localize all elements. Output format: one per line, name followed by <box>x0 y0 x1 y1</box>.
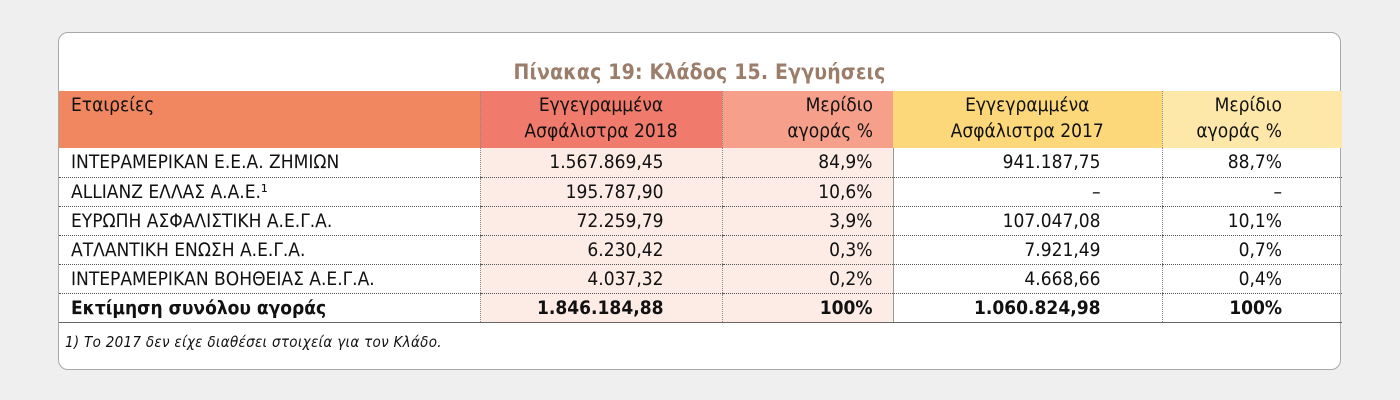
premiums-2018: 1.567.869,45 <box>479 148 722 178</box>
header-row: Εταιρείες Εγγεγραμμένα Ασφάλιστρα 2018 Με… <box>59 91 1342 148</box>
header-premiums-2017: Εγγεγραμμένα Ασφάλιστρα 2017 <box>893 91 1162 148</box>
premiums-2017: 941.187,75 <box>892 148 1162 178</box>
premiums-2017: – <box>892 177 1162 207</box>
premiums-2018: 6.230,42 <box>479 235 722 265</box>
total-premiums-2017: 1.060.824,98 <box>892 293 1162 323</box>
table-row: ΙΝΤΕΡΑΜΕΡΙΚΑΝ ΒΟΗΘΕΙΑΣ Α.Ε.Γ.Α. 4.037,32… <box>59 264 1342 294</box>
header-share-2018: Μερίδιο αγοράς % <box>721 91 893 148</box>
premiums-2018: 72.259,79 <box>479 206 722 236</box>
share-2017: 0,4% <box>1161 264 1342 294</box>
share-2018: 0,3% <box>721 235 893 265</box>
share-2017: 88,7% <box>1161 148 1342 178</box>
table-row: ΕΥΡΩΠΗ ΑΣΦΑΛΙΣΤΙΚΗ Α.Ε.Γ.Α. 72.259,79 3,… <box>59 206 1342 236</box>
total-share-2017: 100% <box>1161 293 1342 323</box>
company-name: ALLIANZ ΕΛΛΑΣ Α.Α.Ε.¹ <box>59 177 480 207</box>
share-2018: 0,2% <box>721 264 893 294</box>
footnote: 1) Το 2017 δεν είχε διαθέσει στοιχεία γι… <box>65 333 442 351</box>
premiums-2017: 7.921,49 <box>892 235 1162 265</box>
company-name: ΕΥΡΩΠΗ ΑΣΦΑΛΙΣΤΙΚΗ Α.Ε.Γ.Α. <box>59 206 480 236</box>
share-2018: 10,6% <box>721 177 893 207</box>
premiums-2018: 4.037,32 <box>479 264 722 294</box>
total-label: Εκτίμηση συνόλου αγοράς <box>59 293 480 323</box>
share-2018: 84,9% <box>721 148 893 178</box>
share-2017: 10,1% <box>1161 206 1342 236</box>
company-name: ΙΝΤΕΡΑΜΕΡΙΚΑΝ Ε.Ε.Α. ΖΗΜΙΩΝ <box>59 148 480 178</box>
table-title: Πίνακας 19: Κλάδος 15. Εγγυήσεις <box>513 60 886 84</box>
total-premiums-2018: 1.846.184,88 <box>479 293 722 323</box>
header-company: Εταιρείες <box>59 91 480 148</box>
share-2018: 3,9% <box>721 206 893 236</box>
share-2017: – <box>1161 177 1342 207</box>
premiums-2017: 4.668,66 <box>892 264 1162 294</box>
premiums-2017: 107.047,08 <box>892 206 1162 236</box>
table-card: Πίνακας 19: Κλάδος 15. Εγγυήσεις Εταιρεί… <box>58 32 1342 370</box>
table-row: ΑΤΛΑΝΤΙΚΗ ΕΝΩΣΗ Α.Ε.Γ.Α. 6.230,42 0,3% 7… <box>59 235 1342 265</box>
company-name: ΑΤΛΑΝΤΙΚΗ ΕΝΩΣΗ Α.Ε.Γ.Α. <box>59 235 480 265</box>
table-row: ΙΝΤΕΡΑΜΕΡΙΚΑΝ Ε.Ε.Α. ΖΗΜΙΩΝ 1.567.869,45… <box>59 148 1342 178</box>
company-name: ΙΝΤΕΡΑΜΕΡΙΚΑΝ ΒΟΗΘΕΙΑΣ Α.Ε.Γ.Α. <box>59 264 480 294</box>
header-premiums-2018: Εγγεγραμμένα Ασφάλιστρα 2018 <box>479 91 722 148</box>
total-row: Εκτίμηση συνόλου αγοράς 1.846.184,88 100… <box>59 293 1342 323</box>
premiums-2018: 195.787,90 <box>479 177 722 207</box>
share-2017: 0,7% <box>1161 235 1342 265</box>
total-share-2018: 100% <box>721 293 893 323</box>
header-share-2017: Μερίδιο αγοράς % <box>1161 91 1342 148</box>
market-share-table: Εταιρείες Εγγεγραμμένα Ασφάλιστρα 2018 Με… <box>59 91 1342 323</box>
table-row: ALLIANZ ΕΛΛΑΣ Α.Α.Ε.¹ 195.787,90 10,6% –… <box>59 177 1342 207</box>
